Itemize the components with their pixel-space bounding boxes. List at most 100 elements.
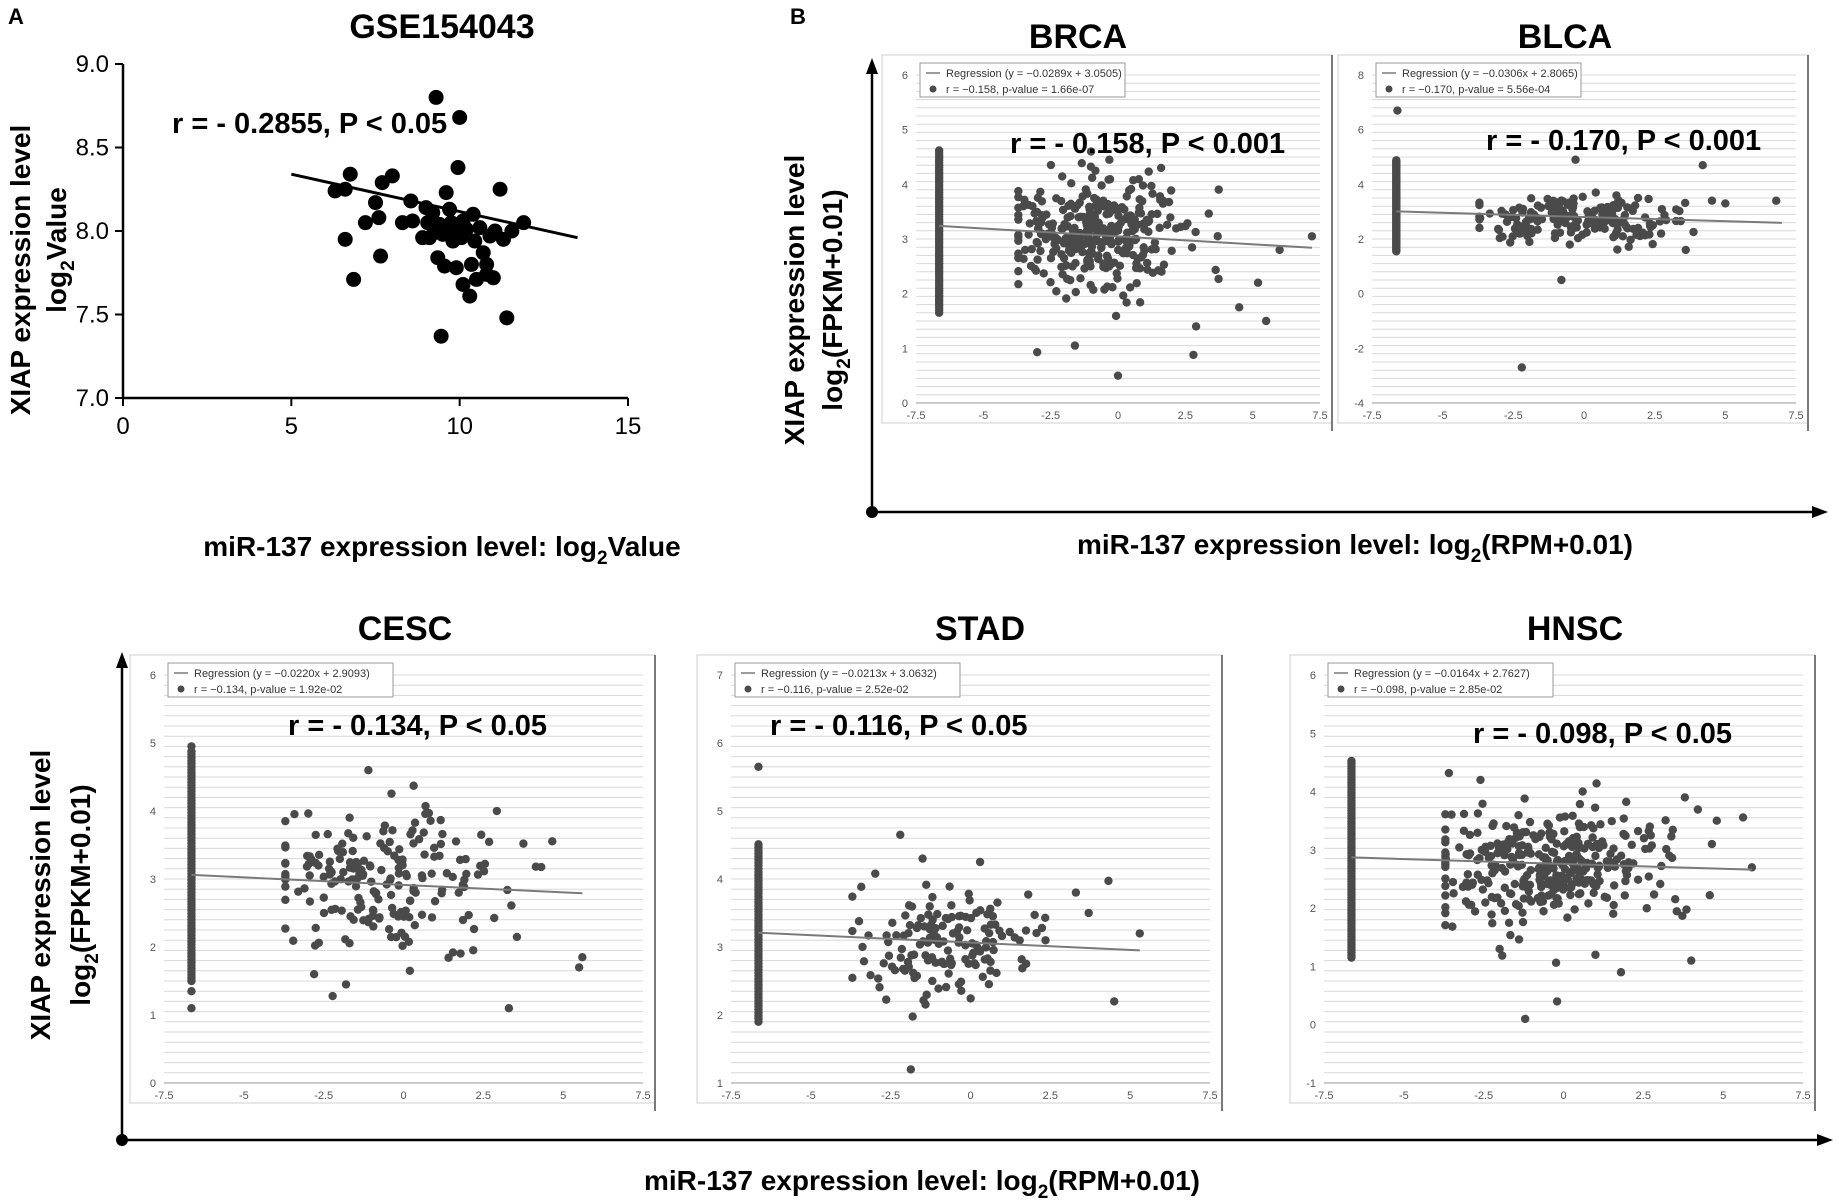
blca-x-tick-label: 5 (1722, 410, 1728, 422)
brca-data-point (1171, 224, 1181, 233)
cesc-data-point (387, 789, 396, 798)
cesc-data-point (300, 884, 309, 893)
brca-data-point (1097, 243, 1106, 252)
hnsc-data-point (1441, 838, 1450, 847)
brca-data-point (1097, 181, 1106, 190)
gse-x-tick-label: 0 (116, 413, 129, 440)
stad-data-point (943, 914, 953, 924)
stad-data-point (928, 976, 937, 986)
brca-data-point (1063, 222, 1072, 231)
cesc-data-point (389, 909, 398, 919)
gse-plot: 0 5 10 15 7.0 7.5 8.0 8.5 9.0 (76, 51, 642, 440)
hnsc-data-point (1670, 895, 1680, 904)
cesc-data-point (309, 970, 319, 979)
cesc-data-point (410, 818, 420, 827)
cesc-y-tick-label: 4 (150, 806, 156, 818)
cesc-data-point (426, 816, 435, 825)
brca-data-point (1079, 213, 1088, 222)
stad-y-tick-label: 7 (717, 670, 723, 682)
blca-data-point (1533, 217, 1542, 226)
cesc-data-point (409, 781, 418, 790)
hnsc-data-point (1448, 922, 1457, 931)
blca-data-point (1550, 233, 1560, 243)
cesc-data-point (429, 843, 439, 853)
brca-data-point (1052, 287, 1061, 296)
brca-data-point (1014, 253, 1023, 263)
cesc-data-point (305, 897, 315, 906)
hnsc-data-point (1591, 950, 1600, 959)
hnsc-data-point (1441, 874, 1450, 883)
hnsc-y-tick-label: 4 (1310, 787, 1316, 799)
brca-data-point (1014, 267, 1023, 276)
blca-data-point (1508, 205, 1518, 215)
cesc-data-point (380, 821, 390, 830)
stad-legend: Regression (y = −0.0213x + 3.0632) r = −0… (734, 662, 961, 698)
blca-data-point (1523, 231, 1532, 241)
cesc-data-point (314, 850, 324, 860)
brca-data-point (1093, 237, 1103, 246)
stad-data-point (938, 921, 947, 931)
brca-legend-regression: Regression (y = −0.0289x + 3.0505) (946, 68, 1122, 80)
hnsc-legend-box (1327, 662, 1554, 698)
gse-data-point (384, 168, 400, 184)
stad-data-point (966, 994, 975, 1003)
stad-data-point (986, 920, 996, 929)
hnsc-data-point (1551, 958, 1561, 967)
stad-data-point (957, 986, 966, 996)
blca-data-point (1522, 224, 1532, 233)
brca-data-point (1104, 175, 1113, 184)
cesc-data-point (469, 924, 479, 934)
brca-data-point (1155, 223, 1164, 233)
cesc-data-point (417, 871, 427, 880)
hnsc-data-point (1549, 864, 1558, 873)
hnsc-data-point (1647, 841, 1657, 850)
stad-data-point (897, 944, 907, 954)
cesc-data-point (281, 816, 290, 826)
gse-data-point (467, 233, 483, 249)
hnsc-data-point (1575, 799, 1585, 809)
hnsc-legend-point-swatch (1337, 685, 1345, 693)
gse-y-axis-sublabel: log2Value (41, 187, 79, 313)
cesc-data-point (311, 830, 320, 840)
hnsc-data-point (1441, 881, 1450, 891)
blca-data-point (1493, 224, 1503, 234)
cesc-data-point (369, 922, 378, 931)
stad-data-point (884, 937, 893, 947)
hnsc-data-point (1526, 865, 1535, 875)
stad-data-point (882, 995, 891, 1004)
brca-x-tick-label: 7.5 (1312, 410, 1327, 422)
stad-data-point (954, 923, 964, 932)
cesc-x-tick-label: 0 (400, 1090, 406, 1102)
hnsc-data-point (1483, 876, 1492, 885)
blca-data-point (1495, 233, 1504, 243)
brca-x-tick-label: -2.5 (1041, 410, 1060, 422)
cesc-data-point (460, 875, 469, 884)
blca-legend-point-swatch (1385, 85, 1393, 93)
hnsc-data-point (1518, 828, 1528, 837)
hnsc-data-point (1476, 775, 1485, 785)
brca-data-point (1075, 198, 1084, 207)
stad-data-point (947, 959, 956, 968)
gse-data-point (458, 221, 474, 237)
brca-data-point (1065, 235, 1074, 244)
hnsc-x-tick-label: 7.5 (1795, 1090, 1810, 1102)
brca-data-point (1204, 209, 1213, 218)
brca-data-point (1119, 249, 1128, 258)
stad-data-point (906, 1065, 916, 1074)
hnsc-data-point (1506, 930, 1515, 940)
stad-data-point (848, 926, 857, 936)
cesc-data-point (319, 872, 328, 882)
hnsc-data-point (1444, 768, 1454, 778)
cesc-data-point (421, 809, 430, 819)
cesc-data-point (451, 837, 461, 846)
hnsc-data-point (1592, 881, 1601, 891)
blca-data-point (1543, 194, 1552, 204)
gse-x-axis-label: miR-137 expression level: log2Value (203, 531, 680, 569)
hnsc-data-point (1680, 793, 1690, 802)
brca-data-point (1307, 232, 1317, 241)
brca-data-point (1143, 265, 1152, 274)
hnsc-data-point (1441, 908, 1450, 918)
hnsc-data-point (1523, 884, 1532, 893)
bottom-axis-frame (116, 652, 1833, 1146)
brca-data-point (1142, 258, 1152, 268)
